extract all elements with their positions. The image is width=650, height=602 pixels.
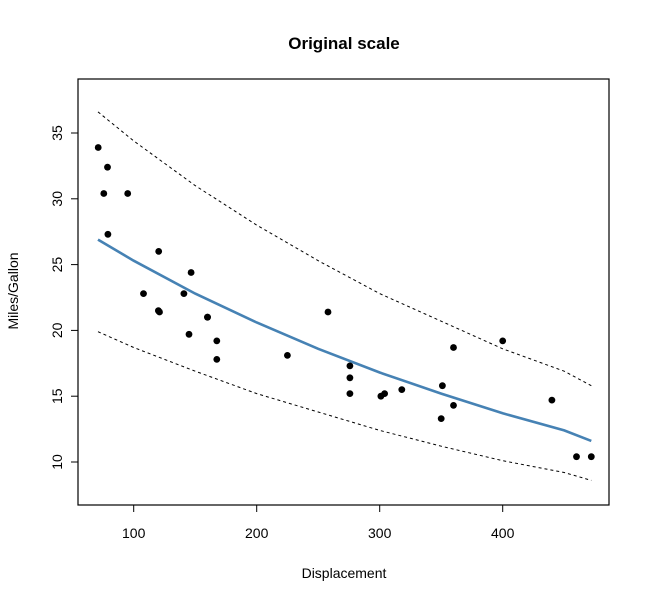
x-axis: 100 200 300 400: [122, 505, 515, 541]
data-point: [587, 453, 595, 461]
chart-title: Original scale: [288, 34, 400, 53]
data-point: [450, 402, 457, 409]
x-tick-label: 100: [122, 525, 146, 541]
data-point: [140, 290, 147, 297]
y-tick-label: 35: [49, 125, 65, 141]
y-tick-label: 30: [49, 191, 65, 207]
data-point: [213, 356, 221, 363]
data-point: [548, 396, 556, 404]
data-point: [204, 313, 211, 321]
y-axis: 10 15 20 25 30 35: [49, 125, 78, 470]
data-point: [346, 390, 354, 397]
plot-frame: [77, 78, 610, 506]
data-point: [573, 453, 580, 461]
data-point: [398, 386, 406, 393]
data-point: [439, 382, 446, 390]
data-point: [100, 190, 108, 197]
data-point: [104, 163, 111, 171]
points-layer: [94, 144, 595, 461]
data-point: [499, 337, 507, 345]
data-point: [346, 362, 354, 370]
data-point: [324, 308, 332, 316]
lower-interval-curve: [97, 331, 592, 481]
data-point: [94, 144, 102, 151]
data-point: [437, 415, 445, 422]
data-point: [377, 392, 385, 400]
y-tick-label: 10: [49, 454, 65, 470]
fitted-curve: [97, 238, 592, 443]
x-tick-label: 300: [368, 525, 392, 541]
data-point: [450, 344, 457, 351]
x-tick-label: 200: [245, 525, 269, 541]
x-tick-label: 400: [491, 525, 515, 541]
x-axis-label: Displacement: [302, 565, 387, 581]
y-tick-label: 15: [49, 388, 65, 404]
data-point: [284, 352, 291, 359]
upper-interval-curve: [97, 111, 592, 387]
y-tick-label: 25: [49, 257, 65, 273]
data-point: [104, 230, 112, 238]
data-point: [346, 374, 354, 382]
data-point: [187, 269, 195, 276]
data-point: [155, 248, 163, 255]
data-point: [124, 190, 132, 197]
data-point: [213, 337, 221, 345]
curves-layer: [97, 111, 592, 481]
y-axis-label: Miles/Gallon: [5, 252, 21, 329]
data-point: [185, 330, 193, 338]
plot-area: [94, 111, 595, 481]
y-tick-label: 20: [49, 322, 65, 338]
data-point: [180, 290, 188, 297]
data-point: [156, 308, 163, 316]
